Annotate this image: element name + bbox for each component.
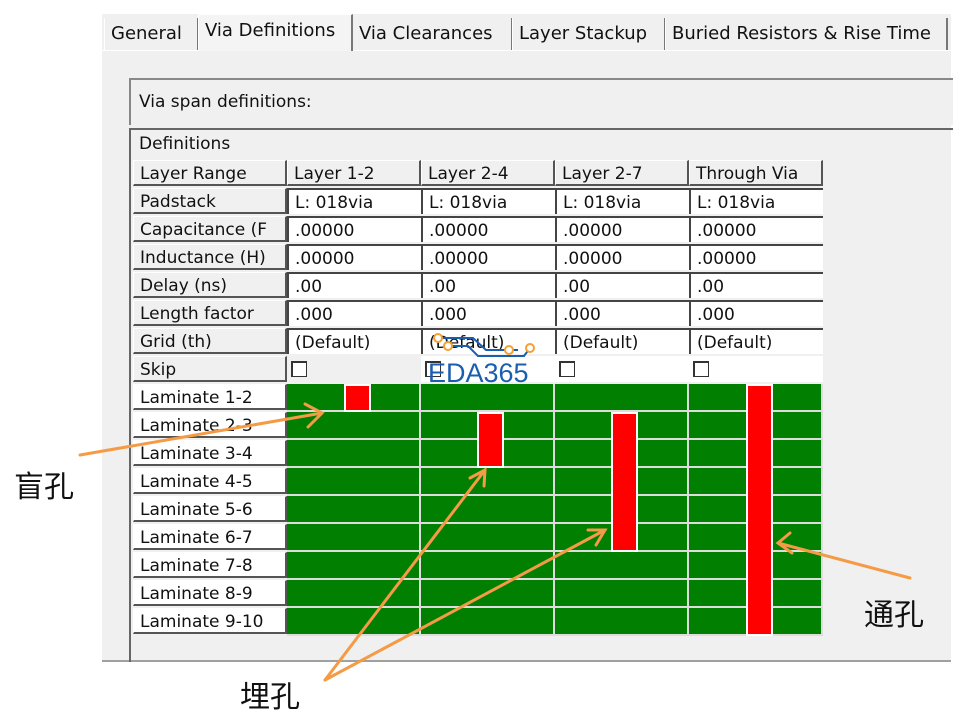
- field-length-factor[interactable]: .000: [421, 300, 555, 326]
- field-capacitance[interactable]: .00000: [287, 216, 421, 242]
- arrow-through: [776, 541, 912, 580]
- field-grid[interactable]: (Default): [287, 328, 421, 354]
- column-header: Layer 2-4: [421, 160, 555, 186]
- laminate-cell[interactable]: [287, 496, 421, 524]
- skip-cell: [287, 356, 421, 382]
- laminate-label: Laminate 4-5: [133, 468, 287, 494]
- tab-layer-stackup[interactable]: Layer Stackup: [512, 18, 666, 50]
- column-header: Through Via: [689, 160, 823, 186]
- field-length-factor[interactable]: .000: [287, 300, 421, 326]
- laminate-cell[interactable]: [555, 608, 689, 636]
- field-padstack[interactable]: L: 018via: [287, 188, 421, 214]
- field-padstack[interactable]: L: 018via: [689, 188, 823, 214]
- eda365-watermark-logo: EDA365: [428, 330, 538, 390]
- row-label: Inductance (H): [133, 244, 287, 270]
- field-padstack[interactable]: L: 018via: [421, 188, 555, 214]
- field-grid[interactable]: (Default): [555, 328, 689, 354]
- field-inductance[interactable]: .00000: [555, 244, 689, 270]
- laminate-cell[interactable]: [421, 468, 555, 496]
- skip-cell: [421, 356, 555, 382]
- row-label: Delay (ns): [133, 272, 287, 298]
- field-length-factor[interactable]: .000: [689, 300, 823, 326]
- laminate-cell[interactable]: [421, 552, 555, 580]
- column-header: Layer 1-2: [287, 160, 421, 186]
- label-blind-via: 盲孔: [14, 470, 74, 505]
- laminate-cell[interactable]: [555, 384, 689, 412]
- laminate-cell[interactable]: [287, 524, 421, 552]
- field-capacitance[interactable]: .00000: [689, 216, 823, 242]
- laminate-label: Laminate 5-6: [133, 496, 287, 522]
- grid-title: Definitions: [139, 134, 231, 154]
- laminate-cell[interactable]: [287, 552, 421, 580]
- row-label: Layer Range: [133, 160, 287, 186]
- skip-cell: [555, 356, 689, 382]
- laminate-cell[interactable]: [287, 468, 421, 496]
- skip-cell: [689, 356, 823, 382]
- row-label: Length factor: [133, 300, 287, 326]
- laminate-cell[interactable]: [555, 580, 689, 608]
- field-delay[interactable]: .00: [689, 272, 823, 298]
- laminate-label: Laminate 6-7: [133, 524, 287, 550]
- tab-buried-resistors-rise-time[interactable]: Buried Resistors & Rise Time: [665, 18, 948, 50]
- laminate-cell[interactable]: [421, 524, 555, 552]
- row-label: Skip: [133, 356, 287, 382]
- skip-checkbox[interactable]: [425, 361, 441, 377]
- field-delay[interactable]: .00: [555, 272, 689, 298]
- laminate-cell[interactable]: [287, 608, 421, 636]
- field-capacitance[interactable]: .00000: [555, 216, 689, 242]
- definitions-grid: Definitions: [129, 128, 953, 662]
- laminate-label: Laminate 1-2: [133, 384, 287, 410]
- tab-divider: [102, 50, 951, 51]
- arrow-blind: [78, 411, 324, 457]
- arrow-buried-2: [323, 528, 607, 682]
- via-span-bar[interactable]: [611, 412, 638, 552]
- tab-via-definitions[interactable]: Via Definitions: [198, 14, 353, 51]
- field-length-factor[interactable]: .000: [555, 300, 689, 326]
- column-header: Layer 2-7: [555, 160, 689, 186]
- laminate-label: Laminate 3-4: [133, 440, 287, 466]
- arrow-buried-1: [323, 468, 487, 682]
- via-span-bar[interactable]: [344, 384, 371, 412]
- field-inductance[interactable]: .00000: [421, 244, 555, 270]
- laminate-label: Laminate 8-9: [133, 580, 287, 606]
- laminate-cell[interactable]: [287, 440, 421, 468]
- row-label: Grid (th): [133, 328, 287, 354]
- label-through-via: 通孔: [864, 598, 924, 633]
- skip-checkbox[interactable]: [291, 361, 307, 377]
- laminate-cell[interactable]: [421, 384, 555, 412]
- watermark-text: EDA365: [428, 358, 529, 388]
- via-span-bar[interactable]: [746, 384, 773, 636]
- skip-checkbox[interactable]: [693, 361, 709, 377]
- section-label: Via span definitions:: [139, 92, 312, 112]
- label-buried-via: 埋孔: [240, 680, 300, 715]
- via-span-bar[interactable]: [477, 412, 504, 468]
- field-padstack[interactable]: L: 018via: [555, 188, 689, 214]
- row-label: Padstack: [133, 188, 287, 214]
- field-inductance[interactable]: .00000: [689, 244, 823, 270]
- laminate-cell[interactable]: [421, 608, 555, 636]
- row-label: Capacitance (F: [133, 216, 287, 242]
- laminate-cell[interactable]: [421, 496, 555, 524]
- laminate-label: Laminate 9-10: [133, 608, 287, 634]
- field-capacitance[interactable]: .00000: [421, 216, 555, 242]
- laminate-cell[interactable]: [555, 552, 689, 580]
- field-delay[interactable]: .00: [287, 272, 421, 298]
- tab-via-clearances[interactable]: Via Clearances: [352, 18, 513, 50]
- field-grid[interactable]: (Default): [689, 328, 823, 354]
- skip-checkbox[interactable]: [559, 361, 575, 377]
- via-span-group: Via span definitions:: [129, 78, 953, 125]
- field-delay[interactable]: .00: [421, 272, 555, 298]
- laminate-label: Laminate 7-8: [133, 552, 287, 578]
- field-inductance[interactable]: .00000: [287, 244, 421, 270]
- tab-general[interactable]: General: [104, 18, 199, 50]
